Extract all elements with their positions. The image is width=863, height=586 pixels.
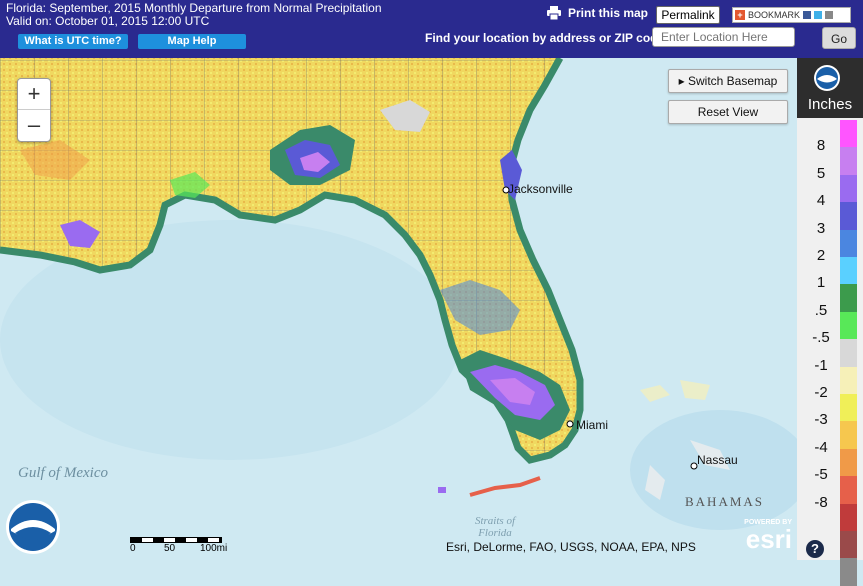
legend-tick-label: -5 — [814, 466, 828, 484]
legend-swatch — [840, 421, 857, 450]
map-canvas — [0, 58, 797, 560]
legend-tick-label: 5 — [816, 164, 826, 182]
legend-tick-label: .5 — [814, 301, 828, 319]
legend-tick-label: -3 — [814, 411, 828, 429]
printer-icon — [546, 6, 562, 21]
print-map-link[interactable]: Print this map — [546, 4, 648, 22]
esri-logo: POWERED BY esri — [730, 519, 792, 554]
header-bar: Florida: September, 2015 Monthly Departu… — [0, 0, 863, 58]
legend-tick-label: 1 — [816, 274, 826, 292]
facebook-icon[interactable] — [803, 11, 812, 19]
legend-tick-label: 4 — [816, 192, 826, 210]
noaa-logo — [5, 499, 61, 555]
bookmark-button[interactable]: + BOOKMARK — [732, 7, 851, 23]
legend-swatch — [840, 366, 857, 395]
utc-time-button[interactable]: What is UTC time? — [18, 34, 128, 49]
email-icon[interactable] — [825, 11, 834, 19]
legend-tick-label: -1 — [814, 356, 828, 374]
esri-wordmark: esri — [745, 524, 792, 554]
place-label-jacksonville: Jacksonville — [508, 182, 573, 196]
legend-swatch — [840, 257, 857, 285]
legend-swatch — [840, 229, 857, 258]
go-button[interactable]: Go — [822, 27, 856, 49]
legend-header: Inches — [797, 58, 863, 118]
scale-label-50: 50 — [164, 543, 176, 554]
find-location-label: Find your location by address or ZIP cod… — [425, 31, 669, 45]
permalink-button[interactable]: Permalink — [656, 6, 720, 24]
legend-tick-label: 3 — [816, 219, 826, 237]
legend-swatch — [840, 531, 857, 559]
gulf-of-mexico-label: Gulf of Mexico — [18, 465, 108, 481]
legend-tick-label: -8 — [814, 493, 828, 511]
precipitation-legend: Inches 8 5 4 3 2 1 .5 -.5 -1 -2 -3 -4 -5 -8 — [797, 58, 863, 586]
legend-swatch — [840, 284, 857, 313]
legend-swatch — [840, 147, 857, 176]
reset-view-button[interactable]: Reset View — [668, 100, 788, 124]
legend-swatch — [840, 174, 857, 203]
legend-swatch — [840, 476, 857, 505]
location-search-input[interactable] — [652, 27, 795, 47]
add-icon: + — [735, 10, 745, 20]
bahamas-label: BAHAMAS — [685, 494, 765, 509]
help-icon[interactable]: ? — [806, 540, 824, 558]
legend-unit: Inches — [807, 96, 853, 113]
scale-label-100: 100mi — [200, 543, 228, 554]
precipitation-map[interactable]: + – ▸ Switch Basemap Reset View Jacksonv… — [0, 58, 797, 560]
legend-swatch — [840, 339, 857, 368]
bookmark-label: BOOKMARK — [748, 10, 801, 20]
map-help-button[interactable]: Map Help — [138, 34, 246, 49]
legend-swatch — [840, 311, 857, 340]
legend-tick-label: -2 — [814, 384, 828, 401]
map-attribution: Esri, DeLorme, FAO, USGS, NOAA, EPA, NPS — [446, 540, 696, 554]
legend-tick-label: -4 — [814, 438, 828, 456]
switch-basemap-button[interactable]: ▸ Switch Basemap — [668, 69, 788, 93]
legend-tick-label: 8 — [816, 137, 826, 155]
map-title: Florida: September, 2015 Monthly Departu… — [6, 1, 382, 15]
scale-label-0: 0 — [130, 543, 136, 554]
zoom-in-button[interactable]: + — [27, 81, 41, 106]
powered-by-label: POWERED BY — [744, 519, 792, 526]
legend-swatch — [840, 120, 857, 148]
legend-swatch — [840, 202, 857, 231]
twitter-icon[interactable] — [814, 11, 823, 19]
zoom-out-button[interactable]: – — [18, 109, 50, 140]
legend-tick-label: -.5 — [812, 329, 830, 347]
scale-graphic — [130, 537, 222, 543]
straits-label: Straits of Florida — [474, 515, 516, 539]
legend-swatch — [840, 394, 857, 422]
valid-date: Valid on: October 01, 2015 12:00 UTC — [6, 14, 210, 28]
print-map-label: Print this map — [568, 6, 649, 20]
legend-swatch — [840, 558, 857, 586]
place-label-nassau: Nassau — [697, 453, 738, 467]
legend-swatch — [840, 503, 857, 532]
noaa-icon — [813, 64, 841, 92]
place-label-miami: Miami — [576, 418, 608, 432]
legend-tick-label: 2 — [816, 247, 826, 264]
zoom-control: + – — [17, 78, 51, 142]
legend-swatch — [840, 448, 857, 477]
